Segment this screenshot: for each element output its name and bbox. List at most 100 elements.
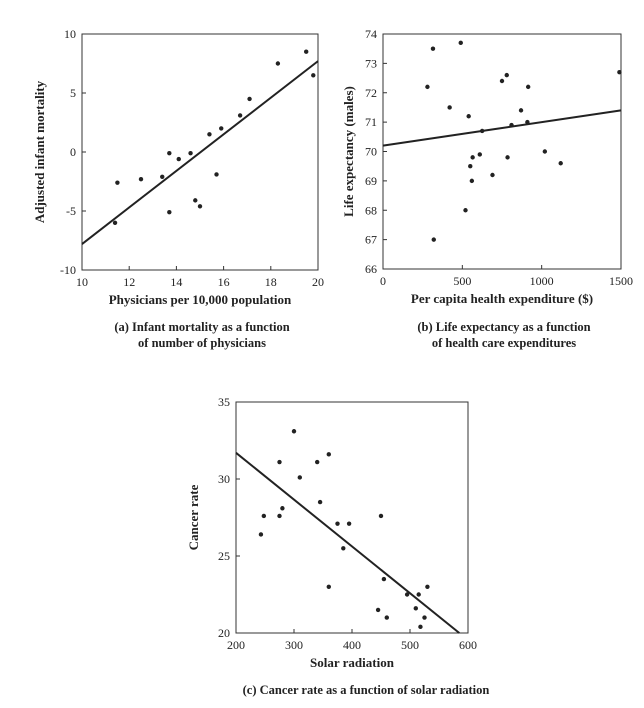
panel-caption: (c) Cancer rate as a function of solar r… (243, 683, 490, 697)
x-axis-label: Per capita health expenditure ($) (411, 291, 593, 306)
data-point (413, 606, 418, 611)
data-point (207, 132, 212, 137)
data-point (466, 114, 471, 119)
data-point (375, 607, 381, 613)
y-tick-label: 72 (365, 86, 377, 100)
data-point (277, 513, 282, 519)
data-point (219, 126, 224, 131)
data-point (558, 161, 563, 166)
data-point (463, 208, 468, 213)
data-point (617, 69, 622, 75)
data-point (277, 459, 282, 465)
data-point (167, 209, 172, 215)
panel-a-infant-mortality: 10 12 14 16 18 20 -10 -5 0 5 10 Physicians per 10,0… (32, 27, 324, 350)
data-point (291, 429, 297, 434)
panel-caption: of health care expenditures (432, 336, 576, 350)
x-tick-label: 20 (312, 275, 324, 289)
x-tick-label: 200 (227, 638, 245, 652)
data-point (237, 113, 243, 118)
x-tick-label: 14 (170, 275, 182, 289)
data-point (468, 163, 473, 169)
regression-line (235, 452, 460, 634)
data-point (431, 237, 436, 242)
data-point (304, 49, 309, 54)
data-point (469, 178, 475, 184)
x-tick-label: 600 (459, 638, 477, 652)
data-point (378, 513, 384, 519)
y-tick-label: -5 (66, 204, 76, 218)
panel-caption: of number of physicians (138, 336, 266, 350)
x-tick-label: 10 (76, 275, 88, 289)
data-point (479, 128, 485, 134)
y-tick-label: 30 (218, 472, 230, 486)
y-tick-label: 67 (365, 233, 377, 247)
data-point (490, 172, 495, 178)
data-point (326, 452, 331, 457)
data-point (341, 546, 346, 551)
data-point (418, 624, 423, 630)
data-point (275, 61, 281, 66)
data-point (381, 576, 387, 582)
plot-frame-b (382, 33, 622, 270)
data-point (425, 584, 430, 589)
data-point (518, 108, 524, 113)
data-point (509, 122, 514, 128)
y-tick-label: 5 (70, 86, 76, 100)
x-tick-label: 0 (380, 274, 386, 288)
data-point (311, 73, 316, 78)
data-point (425, 84, 430, 90)
x-tick-label: 500 (453, 274, 471, 288)
data-point (280, 506, 285, 511)
y-axis-label: Adjusted infant mortality (32, 80, 47, 223)
data-point (258, 532, 264, 537)
panel-b-life-expectancy: 0 500 1000 1500 66 67 68 69 70 71 72 73 74 Per capita… (341, 27, 633, 350)
y-tick-label: 68 (365, 203, 377, 217)
data-point (335, 521, 340, 526)
data-point (197, 204, 203, 209)
x-tick-label: 500 (401, 638, 419, 652)
data-point (477, 152, 482, 157)
data-point (297, 475, 302, 480)
y-tick-label: 10 (64, 27, 76, 41)
data-point (542, 149, 548, 154)
regression-line (81, 60, 319, 245)
data-point (112, 220, 118, 225)
data-point (470, 155, 475, 160)
data-point (247, 96, 252, 102)
x-tick-label: 16 (218, 275, 230, 289)
x-tick-label: 1000 (530, 274, 554, 288)
data-point (188, 150, 193, 156)
panel-c-cancer-rate: 200 300 400 500 600 20 25 30 35 Solar radiation Ca… (186, 395, 489, 697)
data-point (167, 150, 172, 156)
data-point (193, 198, 198, 203)
data-point (317, 499, 323, 505)
x-tick-label: 1500 (609, 274, 633, 288)
x-tick-label: 12 (123, 275, 135, 289)
y-tick-label: 71 (365, 115, 377, 129)
data-point (214, 172, 219, 177)
data-point (261, 513, 267, 519)
y-axis-label: Cancer rate (186, 484, 201, 550)
x-tick-label: 400 (343, 638, 361, 652)
data-point (404, 592, 410, 597)
data-point (160, 174, 165, 179)
data-point (447, 105, 452, 110)
data-point (384, 615, 389, 620)
panel-caption: (b) Life expectancy as a function (417, 320, 590, 334)
data-point (458, 40, 463, 46)
y-tick-label: 20 (218, 626, 230, 640)
y-tick-label: 69 (365, 174, 377, 188)
data-point (525, 119, 530, 125)
data-point (315, 459, 320, 465)
panel-caption: (a) Infant mortality as a function (114, 320, 289, 334)
data-point (505, 155, 510, 160)
data-point (326, 584, 331, 589)
y-tick-label: 25 (218, 549, 230, 563)
data-point (430, 46, 436, 51)
y-tick-label: -10 (60, 263, 76, 277)
y-tick-label: 73 (365, 56, 377, 70)
x-axis-label: Solar radiation (310, 655, 395, 670)
y-tick-label: 66 (365, 262, 377, 276)
regression-line (382, 109, 622, 147)
